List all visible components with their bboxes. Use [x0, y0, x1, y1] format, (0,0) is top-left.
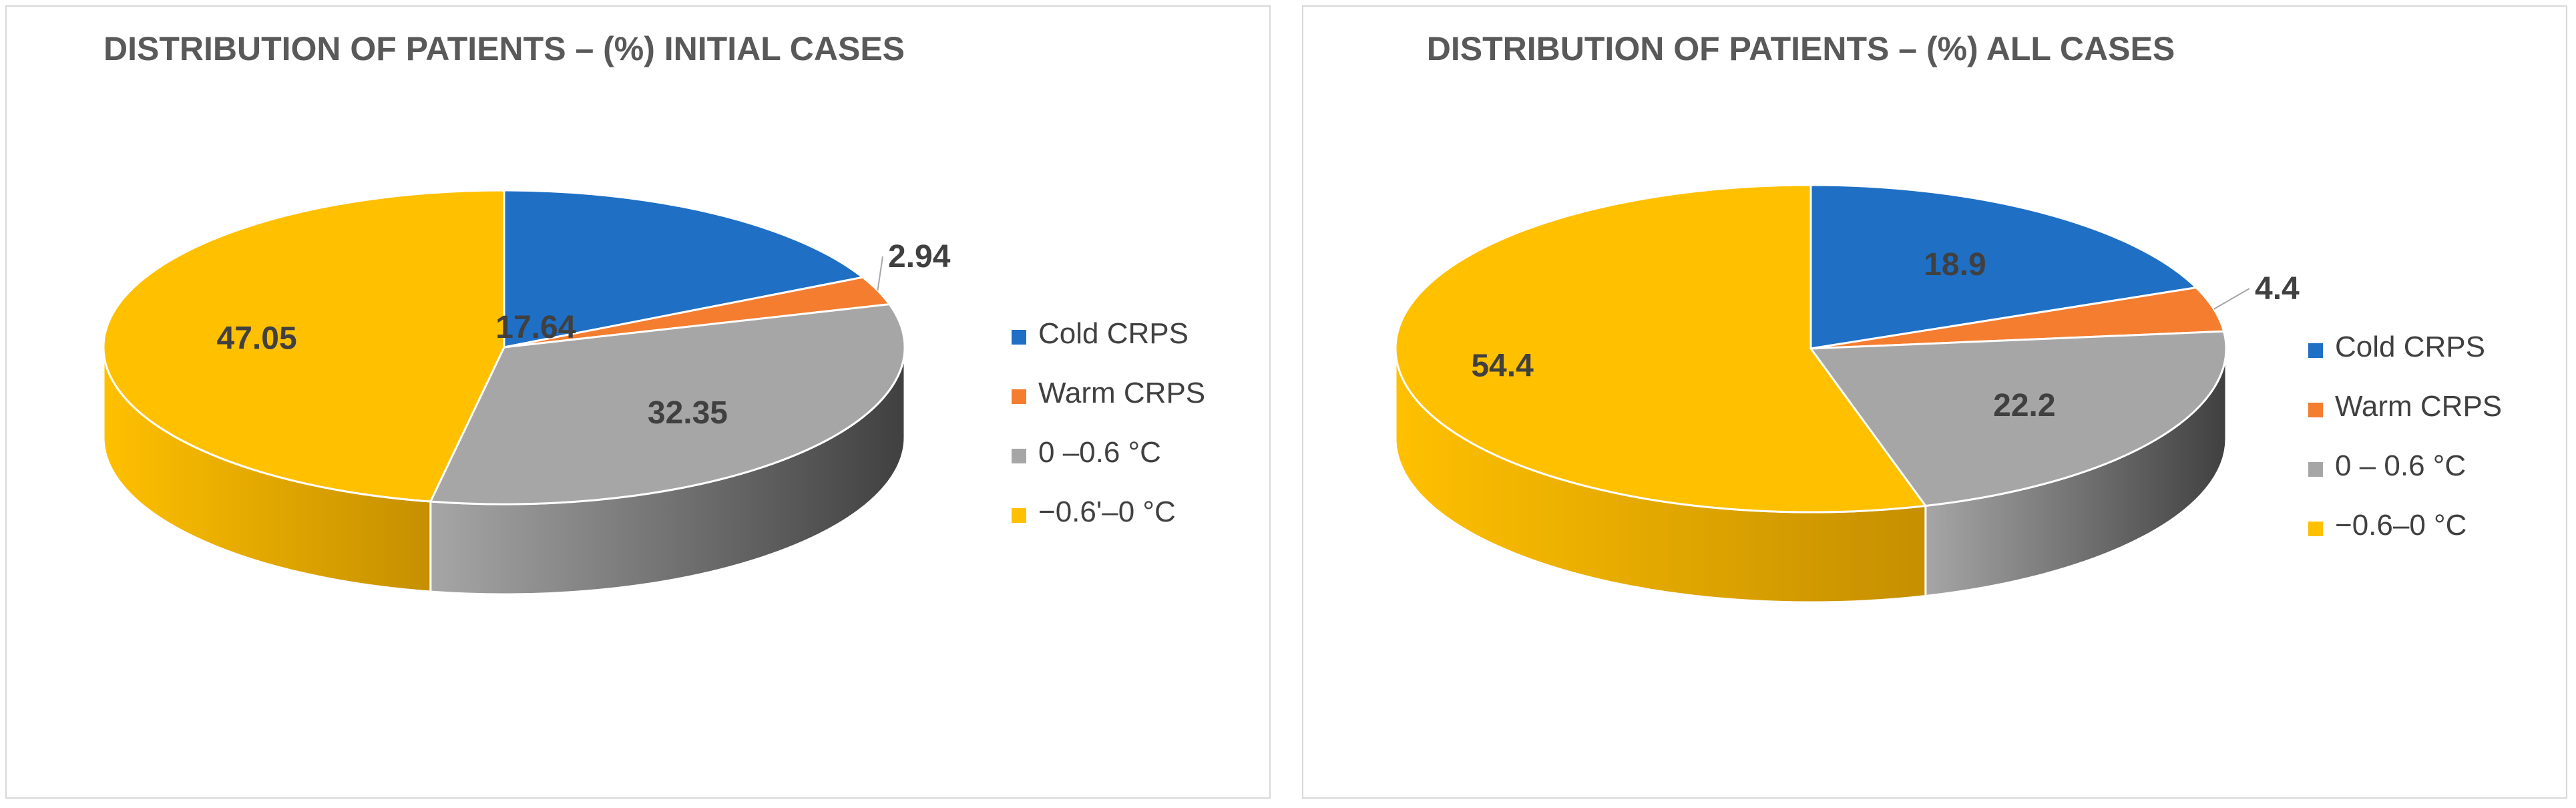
legend-swatch: [2308, 343, 2323, 358]
data-label: 17.64: [495, 310, 576, 345]
data-label: 32.35: [648, 395, 728, 431]
legend-swatch: [1012, 508, 1026, 523]
legend-label: Cold CRPS: [2335, 331, 2485, 363]
data-label: 18.9: [1924, 247, 1986, 282]
legend-swatch: [1012, 449, 1026, 463]
pie-slice-0: [503, 189, 865, 349]
legend-swatch: [2308, 462, 2323, 477]
chart-title: DISTRIBUTION OF PATIENTS – (%) ALL CASES: [1427, 30, 2175, 67]
pie-plot: 18.9 4.4 22.2 54.4: [1394, 184, 2300, 604]
data-label-leader: [2213, 288, 2250, 310]
pie-slice-3: [1394, 184, 1928, 514]
pie-slice-3: [102, 189, 505, 503]
data-label: 47.05: [217, 321, 297, 357]
pie-slice-0: [1809, 184, 2199, 350]
data-label: 4.4: [2255, 271, 2300, 307]
legend-label: Cold CRPS: [1038, 317, 1189, 350]
chart-all-cases: DISTRIBUTION OF PATIENTS – (%) ALL CASES…: [1302, 5, 2567, 799]
pie-plot: 17.64 2.94 32.35 47.05: [102, 189, 951, 596]
data-label-leader: [877, 256, 883, 291]
legend: Cold CRPS Warm CRPS 0 –0.6 °C −0.6'–0 °C: [1012, 317, 1205, 528]
legend-label: Warm CRPS: [2335, 390, 2502, 423]
data-label: 54.4: [1471, 349, 1534, 384]
chart-title: DISTRIBUTION OF PATIENTS – (%) INITIAL C…: [103, 30, 905, 67]
pie-slice-2: [429, 303, 906, 506]
pie-chart-initial: DISTRIBUTION OF PATIENTS – (%) INITIAL C…: [102, 30, 1205, 596]
legend: Cold CRPS Warm CRPS 0 – 0.6 °C −0.6–0 °C: [2308, 331, 2502, 542]
pie-chart-all: DISTRIBUTION OF PATIENTS – (%) ALL CASES…: [1394, 30, 2502, 604]
data-label: 2.94: [888, 239, 951, 274]
legend-swatch: [1012, 330, 1026, 345]
legend-label: −0.6'–0 °C: [1038, 495, 1176, 528]
legend-label: Warm CRPS: [1038, 377, 1205, 409]
legend-swatch: [2308, 403, 2323, 417]
chart-initial-cases: DISTRIBUTION OF PATIENTS – (%) INITIAL C…: [5, 5, 1271, 799]
legend-label: 0 – 0.6 °C: [2335, 449, 2466, 482]
legend-swatch: [2308, 522, 2323, 536]
legend-swatch: [1012, 389, 1026, 404]
legend-label: −0.6–0 °C: [2335, 509, 2466, 542]
data-label: 22.2: [1993, 388, 2055, 423]
legend-label: 0 –0.6 °C: [1038, 436, 1161, 469]
pie-slice-2: [1809, 330, 2227, 508]
